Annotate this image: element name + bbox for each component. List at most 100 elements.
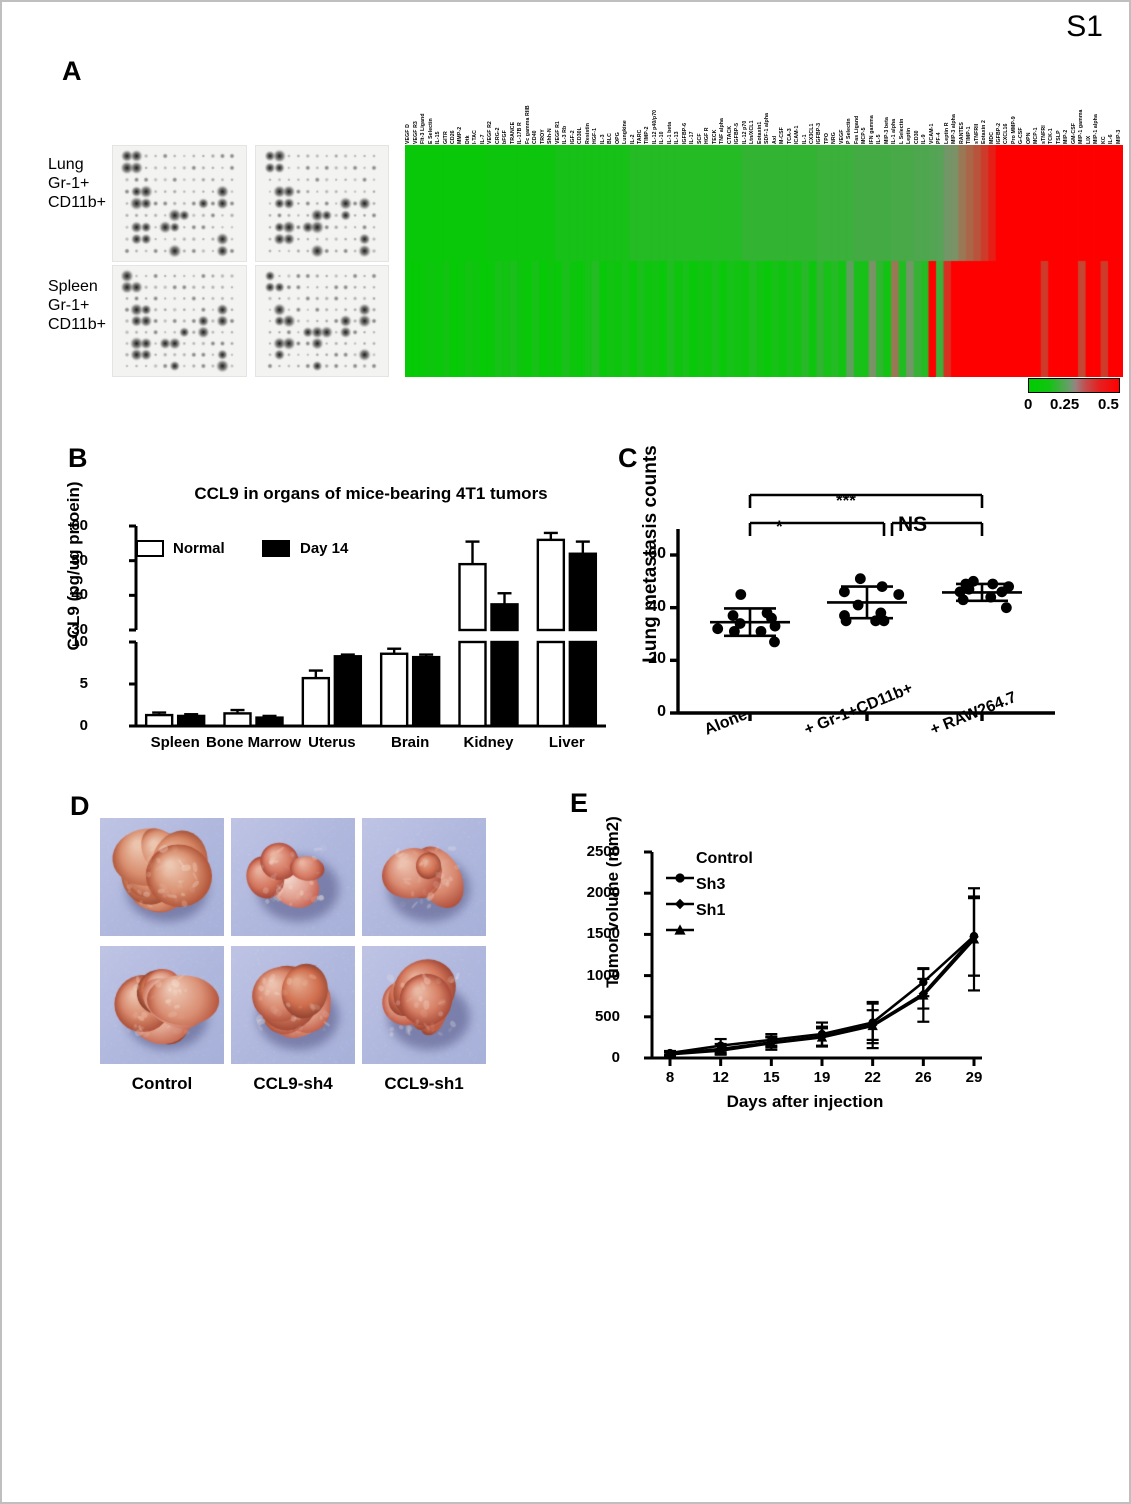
heatmap-col-label: VEGF R2 [487,121,494,144]
chart-b-xtick: Uterus [308,734,356,751]
heatmap-col-label: IGF-2 [569,130,576,144]
chart-c-annotation-2: *** [836,491,856,510]
chart-c-ytick: 0 [657,703,666,720]
heatmap-col-label: IL-1 beta [666,121,673,144]
heatmap-col-label: IL-3 Rb [562,125,569,144]
chart-b-ytick: 10 [71,633,88,650]
chart-e-ytick: 1000 [586,966,620,984]
chart-c-annotation-0: * [776,517,783,536]
heatmap-col-label: KC [1100,136,1107,144]
heatmap-col-label: Lungkine [622,120,629,144]
heatmap-col-label: RANTES [958,122,965,144]
heatmap-col-label: IGFBP-3 [816,122,823,144]
heatmap-col-label: Eotaxin 2 [981,120,988,144]
chart-e-legend-control: Control [696,850,753,867]
tumor-photo-sh4-1 [231,818,355,936]
heatmap-col-label: MIP-3 alpha [951,114,958,144]
legend-label-day14: Day 14 [300,540,349,557]
chart-e-ytick: 1500 [586,925,620,943]
panel-label-b: B [68,443,88,473]
chart-b-ytick: 40 [71,586,88,604]
heatmap-col-label: HGF R [704,127,711,144]
heatmap-col-label: IL-15 [435,131,442,144]
blot-image-lung-left [112,145,247,262]
heatmap-col-label: IGFBP-2 [995,122,1002,144]
heatmap-col-label: L Selectin [898,118,905,144]
heatmap-col-label: TRANCE [509,121,516,144]
heatmap-col-label: Leptin R [943,122,950,144]
heatmap-col-label: MDC [988,131,995,144]
heatmap-col-label: MIP-3 [1115,129,1122,144]
chart-b-ytick: 60 [71,517,88,534]
chart-e-xtick: 22 [864,1069,881,1086]
blot-image-spleen-left [112,265,247,377]
heatmap-col-label: LIX [1085,135,1092,144]
heatmap-col-label: IL-5 [876,134,883,144]
blot-image-lung-right [255,145,389,262]
chart-b-xtick: Spleen [150,734,200,751]
chart-e-legend-sh3: Sh3 [696,876,726,893]
chart-c-ytick: 20 [648,650,666,668]
heatmap-col-label: sTNFRI [1040,125,1047,144]
heatmap-col-label: HGF-1 [592,127,599,144]
panel-label-a: A [62,56,82,86]
heatmap-col-label: IL-1 alpha [891,118,898,144]
chart-e-ytick: 500 [594,1007,620,1025]
heatmap-col-label: GITR [442,131,449,144]
chart-e-ytick: 2000 [586,884,620,902]
chart-e-ytick: 0 [611,1049,620,1066]
chart-e-xtick: 15 [762,1069,780,1086]
tumor-label-sh1: CCL9-sh1 [384,1074,464,1093]
heatmap-col-label: TCA-3 [786,128,793,144]
heatmap-col-label: E Selectin [427,118,434,144]
chart-e-xtick: 29 [965,1069,983,1086]
heatmap-col-label: IL-3 [599,134,606,144]
heatmap-col-label: CD40 [532,130,539,144]
heatmap-col-label: Flt-3 Ligand [420,113,427,144]
heatmap-col-label: IL-9 [921,134,928,144]
heatmap-col-label: TCK-1 [1048,128,1055,144]
blot-label-spleen: Spleen Gr-1+ CD11b+ [48,278,106,333]
heatmap-col-label: ICAM-1 [794,125,801,144]
heatmap-col-label: Dtk [464,135,471,144]
heatmap-col-label: CXCL16 [1003,123,1010,145]
heatmap-col-label: TECK [711,129,718,144]
heatmap-col-label: CTACK [726,125,733,144]
chart-b-xtick: Liver [548,734,585,751]
chart-b-xtick: Bone Marrow [205,734,301,751]
heatmap-col-label: IL-17B R [517,122,524,144]
heatmap-col-label: BLC [607,133,614,144]
tumor-photo-sh1-2 [362,946,486,1064]
heatmap-col-label: I-TAC [472,130,479,144]
colorbar-tick-0: 0 [1024,396,1033,413]
heatmap-col-label: IL-6 [1108,134,1115,144]
heatmap-col-label: VEGF D [405,124,412,144]
heatmap-col-label: VCAM-1 [928,123,935,145]
chart-e-xtick: 12 [712,1069,729,1086]
figure-id: S1 [1066,10,1103,43]
heatmap-col-label: Resistin [584,123,591,144]
tumor-photo-sh1-1 [362,818,486,936]
panel-label-c: C [618,443,638,473]
heatmap-column-labels: VEGF D VEGF R3 Flt-3 Ligand E Selectin IL-15… [405,86,1123,144]
heatmap-col-label: CX3CL1 [809,123,815,145]
heatmap-col-label: MIP-1 gamma [1078,109,1085,144]
panel-c-chart: Lung metastasis counts Alone + Gr-1+CD11… [610,445,1090,785]
heatmap-col-label: bFGF [502,130,509,144]
tumor-photo-sh4-2 [231,946,355,1064]
heatmap-col-label: CD30L [577,127,584,144]
heatmap-col-label: IL-2 [629,134,636,144]
heatmap [405,145,1123,377]
heatmap-col-label: IL-1 [801,134,808,144]
heatmap-col-label: OPG [614,132,621,144]
chart-c-ytick: 60 [648,545,666,562]
legend-swatch-normal [136,540,164,557]
heatmap-col-label: MIP-3 beta [883,117,890,144]
heatmap-col-label: GM-CSF [1070,122,1077,144]
heatmap-col-label: Shh-N [547,128,554,144]
heatmap-col-label: IL-7 [479,134,486,144]
heatmap-col-label: Ltn/XCL1 [749,120,756,144]
legend-label-normal: Normal [173,540,225,557]
panel-label-d: D [70,791,90,821]
